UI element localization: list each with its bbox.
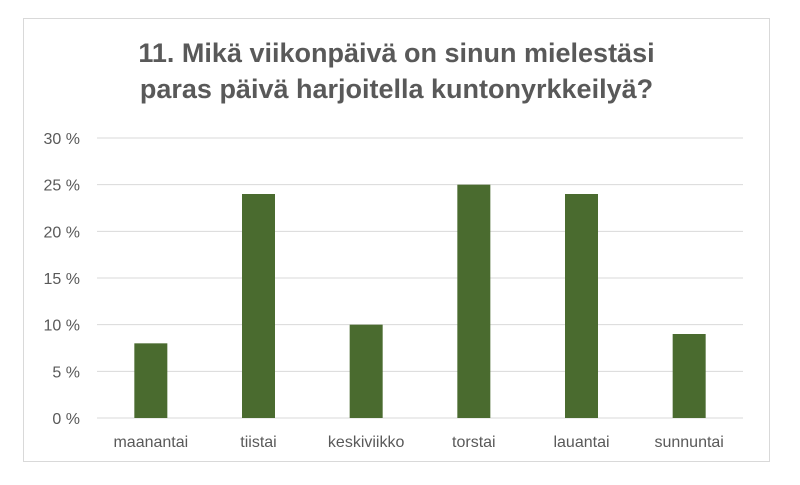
- y-tick-label: 25 %: [44, 178, 80, 195]
- y-tick-label: 15 %: [44, 271, 80, 288]
- chart-title-line-1: 11. Mikä viikonpäivä on sinun mielestäsi: [138, 38, 655, 68]
- y-tick-label: 20 %: [44, 224, 80, 241]
- x-tick-label: tiistai: [240, 434, 276, 451]
- x-tick-label: keskiviikko: [328, 434, 405, 451]
- bar-keskiviikko: [349, 324, 383, 418]
- chart-title: 11. Mikä viikonpäivä on sinun mielestäsi…: [24, 35, 769, 107]
- bar-tiistai: [242, 194, 275, 418]
- chart-title-line-2: paras päivä harjoitella kuntonyrkkeilyä?: [139, 74, 654, 104]
- y-tick-label: 30 %: [44, 131, 80, 148]
- x-tick-label: maanantai: [113, 434, 188, 451]
- y-tick-label: 0 %: [52, 411, 80, 428]
- bar-maanantai: [134, 343, 168, 418]
- x-tick-label: torstai: [452, 434, 496, 451]
- bar-sunnuntai: [672, 334, 706, 418]
- bar-lauantai: [565, 194, 598, 418]
- y-tick-label: 10 %: [44, 318, 80, 335]
- x-tick-label: sunnuntai: [654, 434, 723, 451]
- bar-torstai: [457, 184, 491, 418]
- y-tick-label: 5 %: [52, 364, 80, 381]
- x-tick-label: lauantai: [553, 434, 609, 451]
